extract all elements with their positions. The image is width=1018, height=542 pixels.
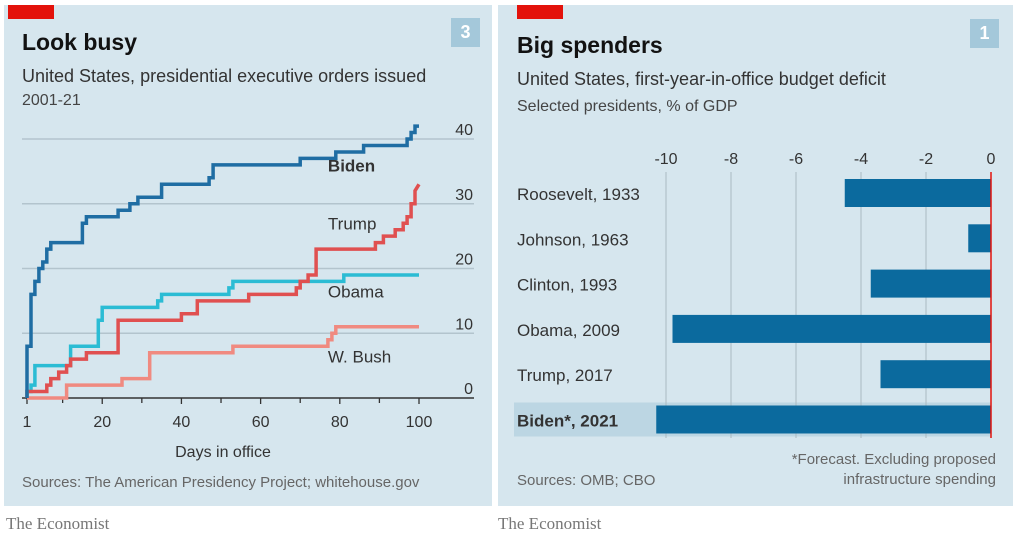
series-label: Trump <box>328 215 377 234</box>
x-tick-label: 1 <box>23 414 32 431</box>
series-label: Obama <box>328 283 384 302</box>
category-label: Roosevelt, 1933 <box>517 185 640 204</box>
category-label: Trump, 2017 <box>517 366 613 385</box>
bar <box>870 269 991 298</box>
x-tick-label: 60 <box>252 414 270 431</box>
series-line-obama <box>25 273 419 398</box>
red-tag-icon <box>517 5 563 19</box>
chart-subtitle: United States, presidential executive or… <box>22 66 427 86</box>
series-line-wbush <box>27 325 419 400</box>
x-tick-label: 0 <box>987 151 996 168</box>
chart-panel-look-busy: Look busy 3 United States, presidential … <box>4 5 492 506</box>
chart-source: Sources: OMB; CBO <box>517 472 656 489</box>
y-tick-label: 20 <box>455 252 473 269</box>
x-tick-label: 80 <box>331 414 349 431</box>
series-label: Biden <box>328 156 375 175</box>
chart-source: Sources: The American Presidency Project… <box>22 474 420 491</box>
bar-chart-budget-deficit: -10 -8 -6 -4 -2 0 Roosevelt, 1933 Johnson, 1963… <box>514 151 996 438</box>
series-label: W. Bush <box>328 347 391 366</box>
x-tick-label: 100 <box>406 414 433 431</box>
chart-title: Look busy <box>22 29 138 55</box>
bar <box>844 179 991 207</box>
footnote-line-2: infrastructure spending <box>843 471 996 488</box>
chart-subtitle: United States, first-year-in-office budg… <box>517 69 886 89</box>
x-tick-label: 40 <box>173 414 191 431</box>
bar <box>968 224 991 253</box>
x-tick-label: -6 <box>789 151 803 168</box>
y-tick-label: 30 <box>455 187 473 204</box>
red-tag-icon <box>8 5 54 19</box>
footnote-line-1: *Forecast. Excluding proposed <box>791 451 996 468</box>
chart-footnote: *Forecast. Excluding proposed infrastruc… <box>792 450 996 490</box>
bar <box>672 314 991 343</box>
chart-number-badge: 1 <box>970 19 999 48</box>
bar <box>656 405 991 434</box>
x-tick-label: -8 <box>724 151 738 168</box>
line-chart-executive-orders: 0 10 20 30 40 1 20 40 60 80 100 Days in office Biden… <box>22 122 474 461</box>
bar <box>880 360 991 389</box>
x-tick-label: -4 <box>854 151 868 168</box>
brand-logo: The Economist <box>6 514 110 533</box>
brand-logo: The Economist <box>498 514 602 533</box>
y-tick-label: 40 <box>455 122 473 139</box>
category-label: Clinton, 1993 <box>517 276 617 295</box>
category-label: Johnson, 1963 <box>517 230 629 249</box>
chart-units-note: Selected presidents, % of GDP <box>517 98 738 115</box>
category-label: Biden*, 2021 <box>517 412 618 431</box>
series-line-trump <box>25 183 421 398</box>
category-label: Obama, 2009 <box>517 321 620 340</box>
y-tick-label: 10 <box>455 316 473 333</box>
chart-title: Big spenders <box>517 32 663 58</box>
x-axis-title: Days in office <box>175 444 271 461</box>
x-tick-label: -10 <box>654 151 677 168</box>
chart-number-badge: 3 <box>451 18 480 47</box>
x-tick-label: -2 <box>919 151 933 168</box>
y-tick-label: 0 <box>464 381 473 398</box>
chart-date-range: 2001-21 <box>22 92 81 109</box>
series-line-biden <box>25 124 419 398</box>
x-tick-label: 20 <box>93 414 111 431</box>
